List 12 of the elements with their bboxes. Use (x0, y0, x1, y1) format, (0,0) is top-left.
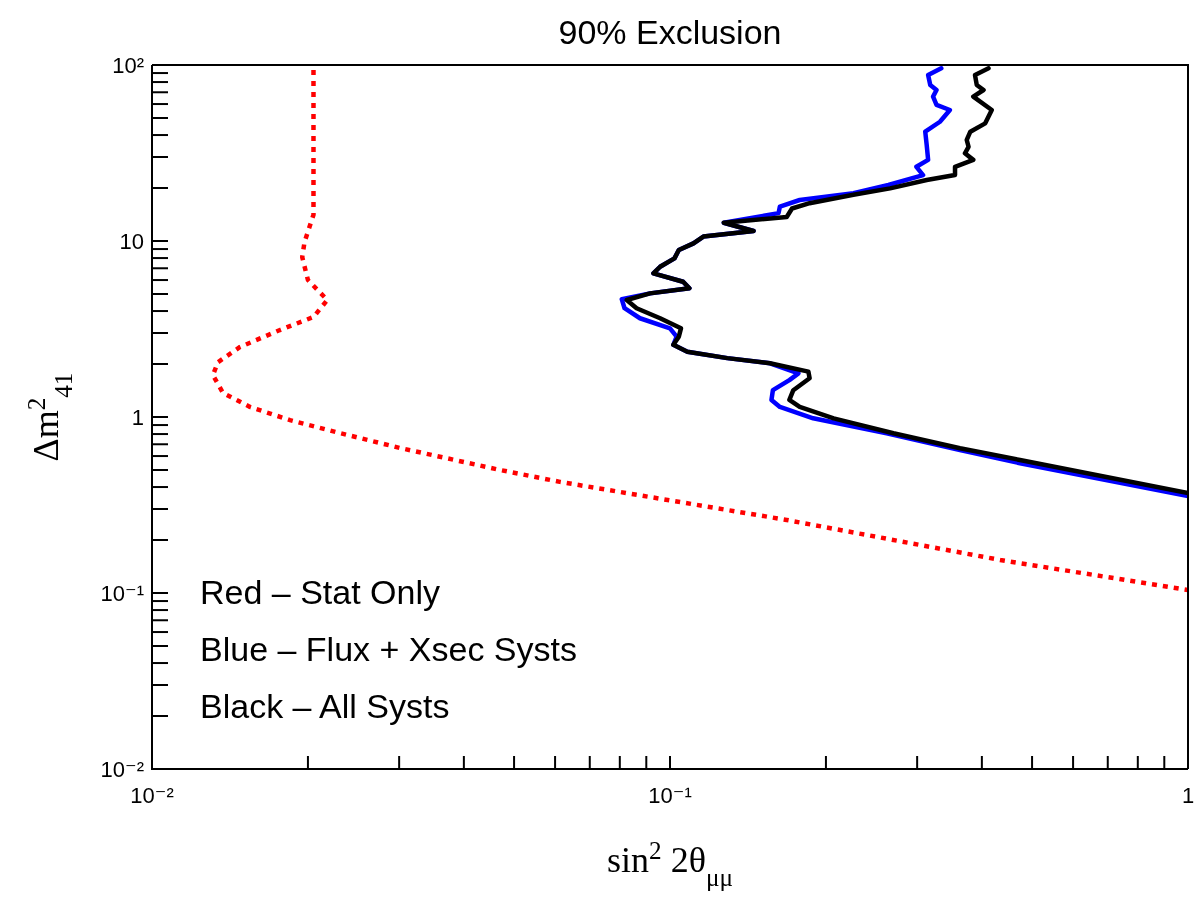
y-tick-label: 10⁻² (100, 756, 144, 782)
y-tick-label: 10 (119, 228, 144, 254)
x-axis-title: sin$^{2}$ 2θ$_{μμ}$ (607, 836, 733, 891)
chart-title: 90% Exclusion (558, 13, 782, 51)
x-tick-label: 1 (1181, 783, 1195, 808)
y-tick-label: 1 (131, 404, 144, 430)
annotation: Black – All Systs (200, 687, 450, 725)
y-tick-label: 10⁻¹ (100, 580, 144, 606)
y-tick-label: 10² (112, 52, 144, 78)
annotation: Red – Stat Only (200, 573, 441, 611)
annotation: Blue – Flux + Xsec Systs (200, 630, 577, 668)
x-tick-label: 10⁻¹ (648, 783, 692, 808)
